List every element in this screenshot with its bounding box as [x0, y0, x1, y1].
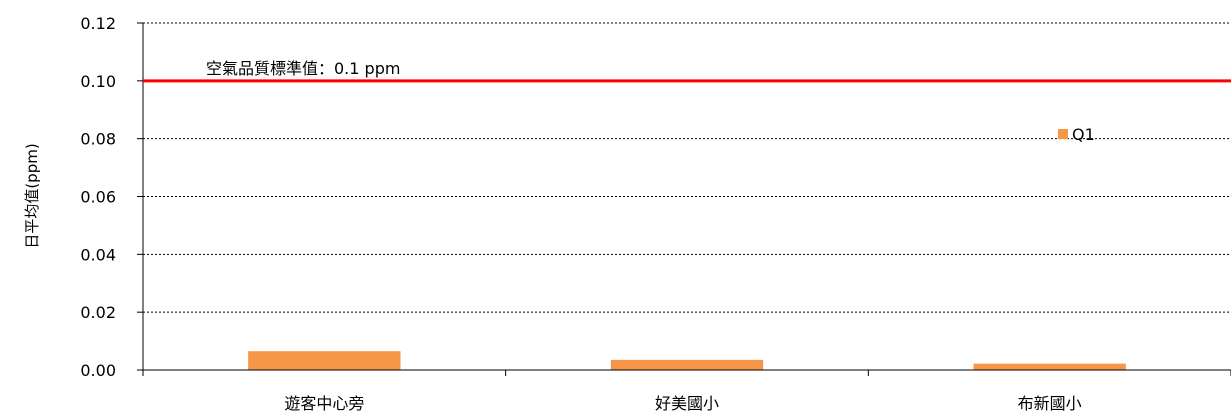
legend-label: Q1: [1072, 125, 1095, 144]
x-tick-label: 遊客中心旁: [284, 394, 364, 413]
y-tick-label: 0.12: [80, 14, 116, 33]
y-tick-label: 0.02: [80, 303, 116, 322]
reference-line-label: 空氣品質標準值：0.1 ppm: [206, 59, 400, 78]
y-tick-label: 0.00: [80, 361, 116, 380]
y-axis-title: 日平均值(ppm): [23, 143, 41, 248]
x-tick-label: 好美國小: [655, 394, 719, 413]
bar-1: [248, 351, 401, 370]
x-tick-label: 布新國小: [1018, 394, 1082, 413]
y-tick-label: 0.10: [80, 72, 116, 91]
y-tick-label: 0.04: [80, 245, 116, 264]
bar-2: [610, 359, 764, 370]
y-tick-label: 0.08: [80, 130, 116, 149]
y-tick-label: 0.06: [80, 188, 116, 207]
legend-swatch: [1058, 129, 1068, 139]
bar-3: [973, 363, 1126, 370]
